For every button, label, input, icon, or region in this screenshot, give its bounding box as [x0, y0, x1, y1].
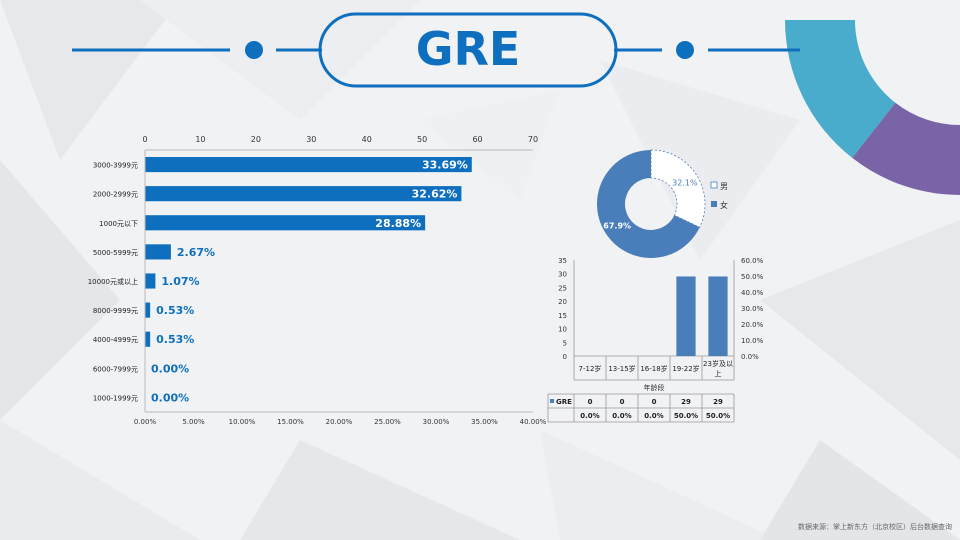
age-category-label: 16-18岁	[640, 364, 667, 373]
hbar-category-label: 4000-4999元	[93, 336, 138, 344]
hbar-value-label: 0.00%	[151, 362, 189, 375]
age-right-tick: 60.0%	[741, 257, 764, 265]
legend-swatch-male	[710, 181, 718, 189]
hbar-bottom-tick: 0.00%	[134, 418, 157, 426]
hbar-bar	[145, 186, 462, 202]
hbar-top-tick: 50	[417, 135, 427, 144]
hbar-top-tick: 40	[362, 135, 372, 144]
age-category-label: 7-12岁	[579, 364, 602, 373]
hbar-value-label: 33.69%	[422, 159, 468, 172]
hbar-top-tick: 30	[306, 135, 316, 144]
hbar-top-tick: 70	[528, 135, 538, 144]
age-count-cell: 0	[588, 398, 593, 406]
age-count-cell: 0	[620, 398, 625, 406]
hbar-value-label: 28.88%	[375, 217, 421, 230]
age-xlabel: 年龄段	[644, 383, 665, 392]
hbar-bar	[145, 215, 426, 231]
donut-slice-label: 67.9%	[603, 221, 631, 230]
hbar-value-label: 1.07%	[161, 275, 199, 288]
age-bar	[708, 276, 728, 356]
age-count-cell: 29	[681, 398, 691, 406]
age-count-cell: 29	[713, 398, 723, 406]
hbar-top-tick: 0	[142, 135, 147, 144]
age-right-tick: 20.0%	[741, 321, 764, 329]
hbar-bar	[145, 156, 472, 173]
hbar-bottom-tick: 40.00%	[520, 418, 547, 426]
age-right-tick: 30.0%	[741, 305, 764, 313]
hbar-value-label: 0.53%	[156, 333, 194, 346]
hbar-bottom-tick: 10.00%	[229, 418, 256, 426]
hbar-bottom-tick: 25.00%	[374, 418, 401, 426]
legend-swatch-female	[711, 201, 717, 207]
hbar-value-label: 0.53%	[156, 304, 194, 317]
title-dot-right	[676, 41, 694, 59]
donut-slice-male	[650, 149, 706, 228]
age-left-tick: 0	[563, 353, 567, 361]
legend-label-male: 男	[720, 182, 728, 191]
hbar-top-tick: 20	[251, 135, 261, 144]
age-percent-cell: 50.0%	[706, 412, 730, 420]
title-dot-left	[245, 41, 263, 59]
hbar-bar	[145, 331, 151, 347]
hbar-category-label: 10000元或以上	[88, 277, 138, 286]
hbar-category-label: 5000-5999元	[93, 249, 138, 257]
age-category-label: 23岁及以	[703, 359, 733, 368]
hbar-bar	[145, 273, 156, 289]
age-percent-cell: 0.0%	[612, 412, 631, 420]
hbar-value-label: 32.62%	[412, 188, 458, 201]
age-right-tick: 10.0%	[741, 337, 764, 345]
age-right-tick: 50.0%	[741, 273, 764, 281]
age-right-tick: 0.0%	[741, 353, 759, 361]
hbar-bottom-tick: 20.00%	[326, 418, 353, 426]
hbar-bottom-tick: 35.00%	[471, 418, 498, 426]
hbar-bottom-tick: 30.00%	[423, 418, 450, 426]
hbar-top-tick: 60	[472, 135, 482, 144]
donut-slice-label: 32.1%	[672, 179, 698, 188]
age-percent-cell: 0.0%	[580, 412, 599, 420]
page-title: GRE	[415, 22, 521, 76]
hbar-category-label: 1000元以下	[99, 220, 138, 228]
age-percent-cell: 0.0%	[644, 412, 663, 420]
title-banner	[72, 12, 800, 88]
hbar-top-tick: 10	[195, 135, 205, 144]
age-left-tick: 20	[558, 298, 567, 306]
hbar-bar	[145, 244, 171, 260]
age-right-tick: 40.0%	[741, 289, 764, 297]
legend-label-female: 女	[720, 200, 728, 210]
age-bar	[676, 276, 696, 356]
hbar-category-label: 6000-7999元	[93, 365, 138, 373]
data-source-note: 数据来源：掌上新东方（北京校区）后台数据查询	[798, 523, 952, 531]
age-category-label: 上	[715, 369, 722, 378]
hbar-value-label: 2.67%	[177, 246, 215, 259]
hbar-bottom-tick: 5.00%	[182, 418, 205, 426]
age-category-label: 13-15岁	[608, 364, 635, 373]
age-count-cell: 0	[652, 398, 657, 406]
age-left-tick: 35	[558, 257, 567, 265]
hbar-category-label: 1000-1999元	[93, 394, 138, 402]
age-left-tick: 30	[558, 271, 567, 279]
hbar-category-label: 3000-3999元	[93, 162, 138, 170]
age-left-tick: 10	[558, 326, 567, 334]
age-left-tick: 15	[558, 312, 567, 320]
age-left-tick: 25	[558, 284, 567, 292]
donut-slice-female	[597, 150, 700, 259]
hbar-value-label: 0.00%	[151, 391, 189, 404]
age-series-swatch	[550, 399, 554, 403]
hbar-category-label: 2000-2999元	[93, 191, 138, 199]
hbar-bar	[145, 302, 151, 318]
age-left-tick: 5	[563, 339, 567, 347]
hbar-bottom-tick: 15.00%	[277, 418, 304, 426]
age-category-label: 19-22岁	[672, 364, 699, 373]
hbar-category-label: 8000-9999元	[93, 307, 138, 315]
age-series-name: GRE	[556, 398, 572, 406]
age-percent-cell: 50.0%	[674, 412, 698, 420]
